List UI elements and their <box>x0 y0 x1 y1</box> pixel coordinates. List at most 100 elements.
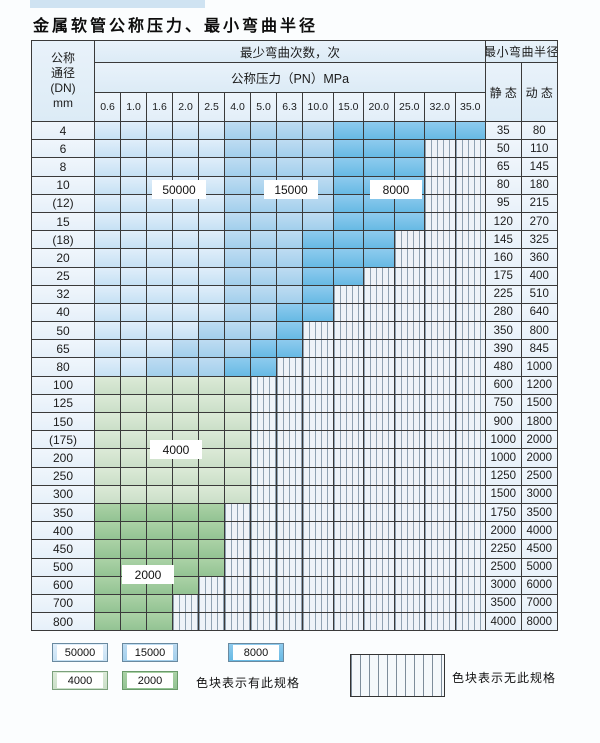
no-spec-cell <box>425 322 456 341</box>
no-spec-cell <box>455 522 486 541</box>
no-spec-cell <box>277 358 303 377</box>
dynamic-value-cell: 180 <box>521 176 558 195</box>
spec-cell <box>147 376 173 395</box>
no-spec-cell <box>425 558 456 577</box>
static-value-cell: 1750 <box>486 503 522 523</box>
dn-cell: 50 <box>32 322 95 341</box>
spec-cell <box>147 503 173 523</box>
static-value-cell: 2500 <box>486 558 522 577</box>
no-spec-cell <box>425 176 456 195</box>
spec-cell <box>147 194 173 213</box>
no-spec-cell <box>394 467 425 486</box>
no-spec-cell <box>225 558 251 577</box>
no-spec-cell <box>251 394 277 413</box>
no-spec-cell <box>333 503 364 523</box>
spec-cell <box>225 140 251 159</box>
no-spec-cell <box>455 249 486 268</box>
no-spec-cell <box>364 413 395 432</box>
static-value-cell: 95 <box>486 194 522 213</box>
spec-cell <box>251 267 277 286</box>
spec-cell <box>225 285 251 304</box>
no-spec-cell <box>303 376 334 395</box>
no-spec-cell <box>303 413 334 432</box>
spec-cell <box>303 267 334 286</box>
spec-cell <box>199 485 225 504</box>
pressure-header: 公称压力（PN）MPa <box>95 63 486 93</box>
spec-cell <box>394 212 425 232</box>
spec-cell <box>303 212 334 232</box>
no-spec-cell <box>455 340 486 359</box>
pressure-tick: 10.0 <box>303 93 334 122</box>
no-spec-cell <box>394 340 425 359</box>
no-spec-cell <box>425 576 456 595</box>
spec-cell <box>173 522 199 541</box>
spec-cell <box>95 467 121 486</box>
no-spec-cell <box>394 485 425 504</box>
no-spec-cell <box>303 522 334 541</box>
static-value-cell: 80 <box>486 176 522 195</box>
spec-cell <box>121 413 147 432</box>
spec-cell <box>277 303 303 323</box>
spec-cell <box>147 413 173 432</box>
spec-cell <box>173 576 199 595</box>
spec-cell <box>364 231 395 250</box>
spec-cell <box>121 176 147 195</box>
no-spec-cell <box>425 485 456 504</box>
dn-cell: 800 <box>32 613 95 632</box>
spec-cell <box>199 140 225 159</box>
dynamic-value-cell: 4000 <box>521 522 558 541</box>
spec-cell <box>199 194 225 213</box>
legend-block-8000: 8000 <box>228 643 284 662</box>
no-spec-cell <box>455 231 486 250</box>
no-spec-cell <box>455 431 486 450</box>
spec-cell <box>173 194 199 213</box>
no-spec-cell <box>455 322 486 341</box>
no-spec-cell <box>303 613 334 632</box>
spec-cell <box>147 122 173 141</box>
no-spec-cell <box>425 431 456 450</box>
spec-cell <box>251 231 277 250</box>
legend-block-15000: 15000 <box>122 643 178 662</box>
dn-cell: 8 <box>32 158 95 177</box>
no-spec-cell <box>425 522 456 541</box>
no-spec-cell <box>364 522 395 541</box>
spec-cell <box>95 158 121 177</box>
dynamic-value-cell: 6000 <box>521 576 558 595</box>
spec-cell <box>303 303 334 323</box>
spec-cell <box>364 122 395 141</box>
no-spec-cell <box>455 376 486 395</box>
spec-cell <box>173 413 199 432</box>
no-spec-cell <box>251 558 277 577</box>
spec-cell <box>303 249 334 268</box>
dn-cell: 6 <box>32 140 95 159</box>
pressure-tick: 6.3 <box>277 93 303 122</box>
no-spec-cell <box>225 503 251 523</box>
no-spec-cell <box>455 576 486 595</box>
spec-cell <box>277 249 303 268</box>
spec-cell <box>199 267 225 286</box>
no-spec-cell <box>425 540 456 559</box>
no-spec-cell <box>225 540 251 559</box>
static-value-cell: 225 <box>486 285 522 304</box>
spec-cell <box>251 322 277 341</box>
static-value-cell: 3000 <box>486 576 522 595</box>
spec-cell <box>199 340 225 359</box>
dn-cell: 20 <box>32 249 95 268</box>
dn-cell: 40 <box>32 303 95 323</box>
spec-cell <box>95 576 121 595</box>
spec-cell <box>95 249 121 268</box>
dn-cell: 250 <box>32 467 95 486</box>
dn-cell: 65 <box>32 340 95 359</box>
spec-cell <box>251 158 277 177</box>
page-title: 金属软管公称压力、最小弯曲半径 <box>33 18 319 35</box>
no-spec-cell <box>425 285 456 304</box>
spec-cell <box>121 194 147 213</box>
spec-cell <box>303 158 334 177</box>
spec-cell <box>199 231 225 250</box>
spec-cell <box>225 449 251 468</box>
zone-chip-15000: 15000 <box>264 180 318 199</box>
dn-cell: (175) <box>32 431 95 450</box>
no-spec-cell <box>333 376 364 395</box>
spec-cell <box>173 540 199 559</box>
